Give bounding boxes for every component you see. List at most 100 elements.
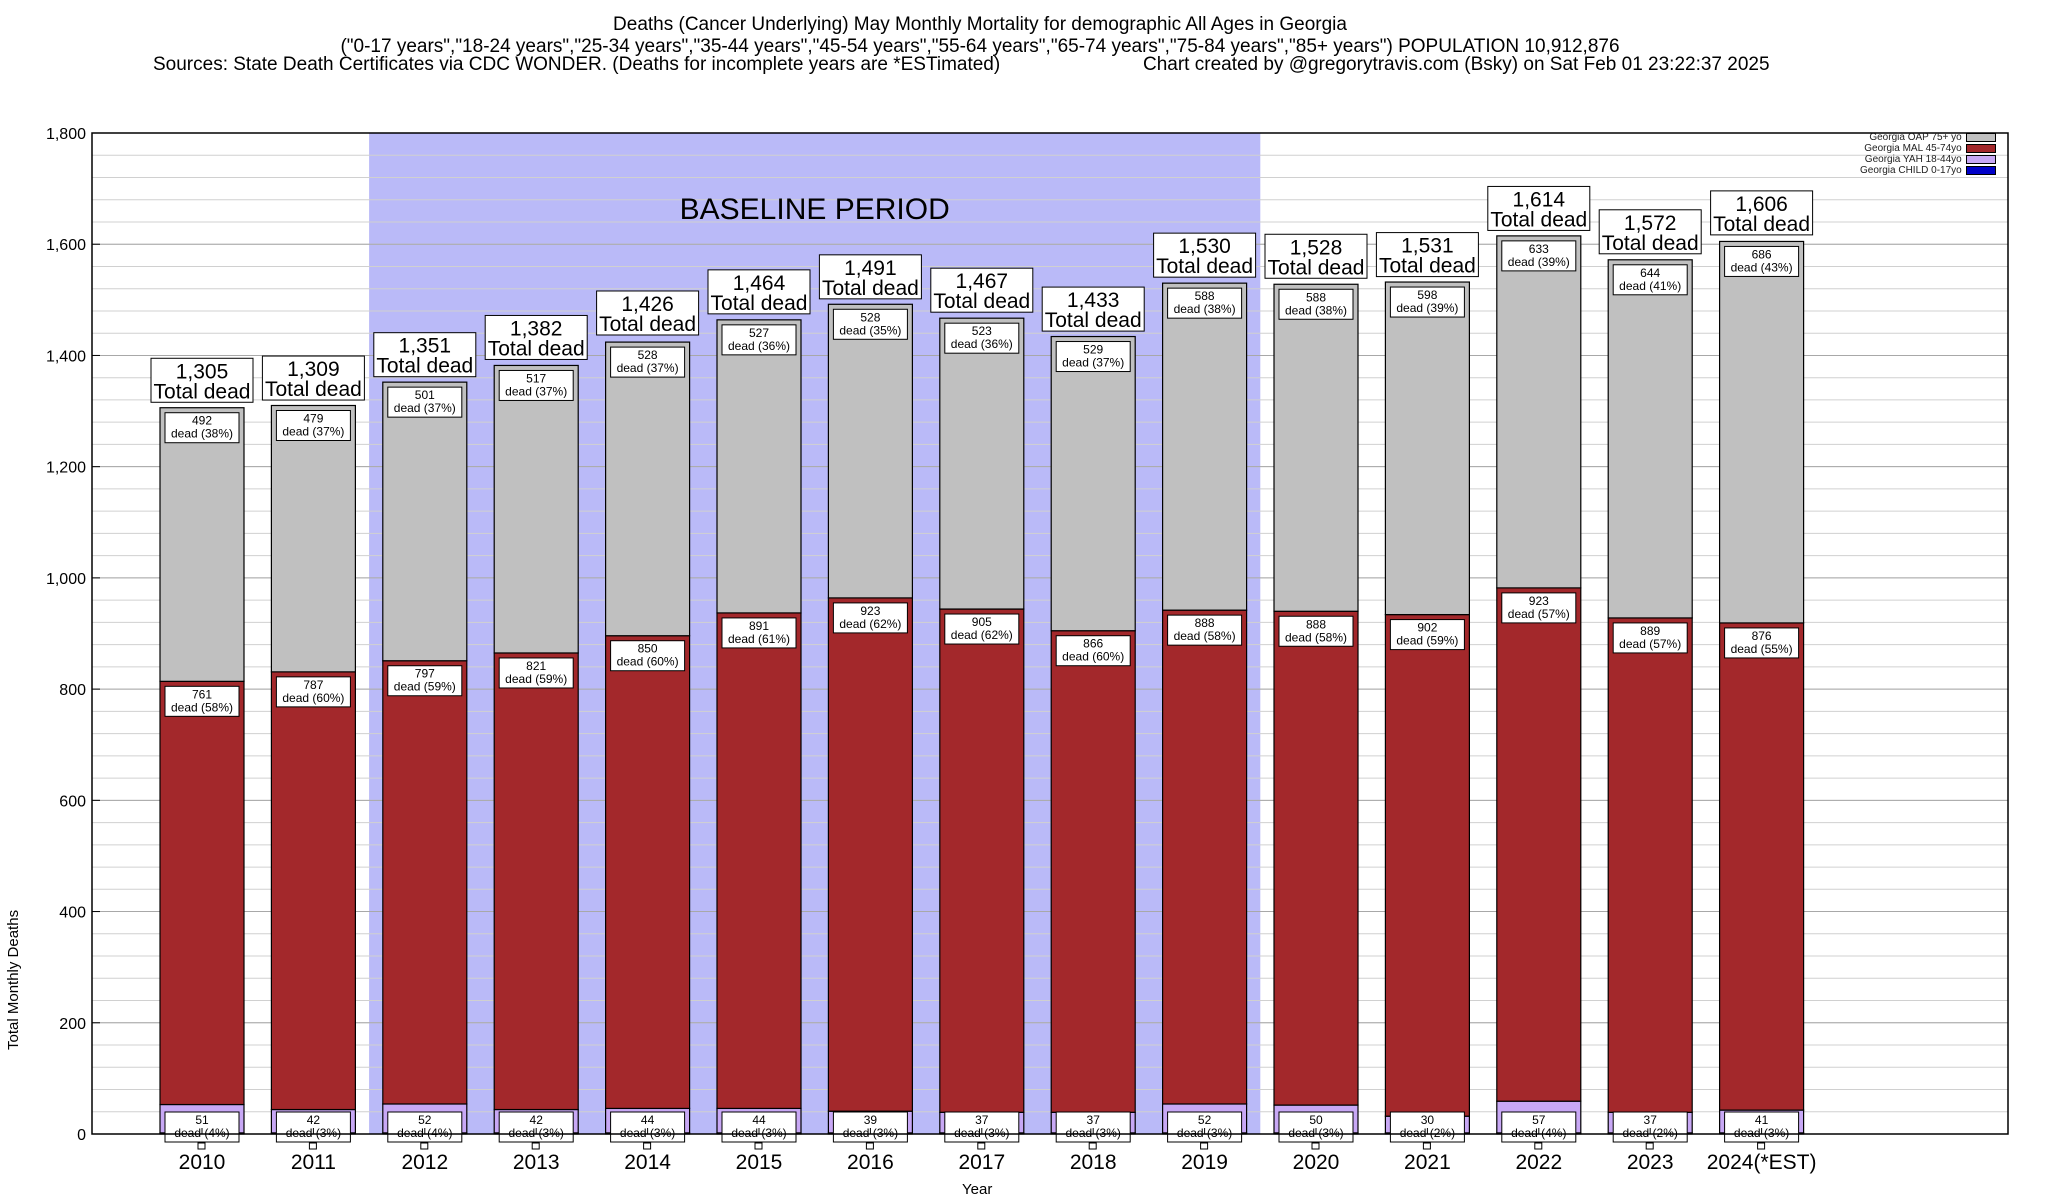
segment-value-label: 517 (526, 371, 546, 385)
total-dead-label: Total dead (1490, 208, 1587, 231)
segment-label-box (610, 640, 686, 672)
legend-label: Georgia OAP 75+ yo (1869, 132, 1962, 143)
total-label-box (1264, 233, 1368, 279)
segment-label-box (832, 602, 908, 634)
y-tick-label: 800 (59, 682, 86, 699)
segment-value-label: 529 (1083, 343, 1103, 357)
segment-label-box (1389, 286, 1465, 318)
total-value-label: 1,531 (1401, 235, 1454, 258)
baseline-marker (197, 1142, 206, 1150)
total-value-label: 1,464 (733, 272, 786, 295)
segment-label-box (1724, 1111, 1800, 1143)
segment-label-box (275, 1111, 351, 1143)
bar-segment (939, 608, 1025, 1113)
segment-label-box (610, 346, 686, 378)
bar-segment (382, 660, 468, 1105)
x-tick-label: 2013 (513, 1151, 560, 1174)
segment-percent-label: dead (62%) (951, 628, 1013, 642)
bar-segment (1384, 281, 1471, 616)
segment-label-box (1278, 615, 1354, 647)
y-tick-label: 1,000 (46, 571, 86, 588)
segment-label-box (1167, 614, 1243, 646)
total-dead-label: Total dead (1379, 255, 1476, 278)
baseline-marker (754, 1142, 763, 1150)
segment-value-label: 523 (972, 324, 992, 338)
total-value-label: 1,351 (399, 335, 452, 358)
segment-label-box (944, 613, 1020, 645)
total-dead-label: Total dead (1713, 213, 1810, 236)
segment-value-label: 889 (1640, 624, 1660, 638)
segment-percent-label: dead (60%) (617, 655, 679, 669)
x-tick-label: 2023 (1627, 1151, 1674, 1174)
segment-percent-label: dead (38%) (1285, 303, 1347, 317)
segment-label-box (1612, 622, 1688, 654)
total-dead-label: Total dead (154, 380, 251, 403)
segment-value-label: 905 (972, 615, 992, 629)
segment-percent-label: dead (60%) (1062, 650, 1124, 664)
x-tick-label: 2017 (958, 1151, 1005, 1174)
chart-credit: Chart created by @gregorytravis.com (Bsk… (1143, 54, 1770, 75)
segment-value-label: 902 (1417, 621, 1437, 635)
baseline-marker (1311, 1142, 1320, 1150)
total-label-box (1598, 209, 1702, 255)
bar-segment (382, 381, 468, 662)
total-dead-label: Total dead (933, 290, 1030, 313)
legend-entry: Georgia YAH 18-44yo (1860, 154, 1996, 165)
x-tick-label: 2011 (291, 1151, 336, 1174)
segment-percent-label: dead (41%) (1619, 279, 1681, 293)
bar-segment (1384, 613, 1471, 1117)
segment-label-box (1501, 240, 1577, 272)
segment-label-box (1389, 1111, 1465, 1143)
x-tick-label: 2015 (736, 1151, 783, 1174)
segment-label-box (1055, 635, 1131, 667)
y-tick-label: 200 (59, 1016, 86, 1033)
segment-value-label: 866 (1083, 637, 1103, 651)
segment-label-box (610, 1111, 686, 1143)
segment-label-box (1724, 245, 1800, 277)
total-label-box (1153, 232, 1257, 278)
segment-percent-label: dead (59%) (394, 680, 456, 694)
segment-percent-label: dead (59%) (505, 672, 567, 686)
segment-value-label: 797 (415, 667, 435, 681)
total-label-box (1375, 232, 1479, 278)
bar-segment (604, 341, 691, 637)
total-dead-label: Total dead (1602, 232, 1699, 255)
segment-percent-label: dead (36%) (951, 337, 1013, 351)
segment-percent-label: dead (37%) (505, 384, 567, 398)
segment-value-label: 888 (1306, 617, 1326, 631)
total-label-box (818, 254, 922, 300)
total-value-label: 1,433 (1067, 289, 1120, 312)
segment-percent-label: dead (55%) (1731, 642, 1793, 656)
segment-value-label: 588 (1306, 290, 1326, 304)
bar-segment (716, 612, 802, 1110)
bar-segment (1496, 587, 1582, 1102)
baseline-marker (1534, 1142, 1543, 1150)
total-value-label: 1,382 (510, 317, 563, 340)
segment-label-box (498, 369, 574, 401)
total-dead-label: Total dead (376, 355, 473, 378)
title-line-2: ("0-17 years","18-24 years","25-34 years… (340, 36, 1620, 57)
chart-title: Deaths (Cancer Underlying) May Monthly M… (0, 14, 1960, 58)
baseline-marker (1422, 1142, 1431, 1150)
total-label-box (1487, 185, 1591, 231)
segment-value-label: 479 (303, 411, 323, 425)
segment-value-label: 37 (975, 1113, 989, 1127)
y-tick-label: 1,800 (46, 126, 86, 143)
total-label-box (1710, 190, 1814, 236)
baseline-marker (643, 1142, 652, 1150)
bar-segment (493, 364, 579, 654)
segment-label-box (498, 657, 574, 689)
segment-label-box (944, 322, 1020, 354)
total-value-label: 1,309 (287, 358, 340, 381)
baseline-marker (1088, 1142, 1097, 1150)
x-tick-label: 2024(*EST) (1707, 1151, 1817, 1174)
segment-percent-label: dead (58%) (1174, 629, 1236, 643)
x-tick-label: 2020 (1293, 1151, 1340, 1174)
bar-segment (1718, 240, 1805, 624)
segment-percent-label: dead (38%) (1174, 302, 1236, 316)
segment-value-label: 821 (526, 659, 546, 673)
total-label-box (484, 314, 588, 360)
segment-value-label: 588 (1195, 289, 1215, 303)
legend-swatch (1965, 155, 1996, 164)
total-label-box (1041, 286, 1145, 332)
